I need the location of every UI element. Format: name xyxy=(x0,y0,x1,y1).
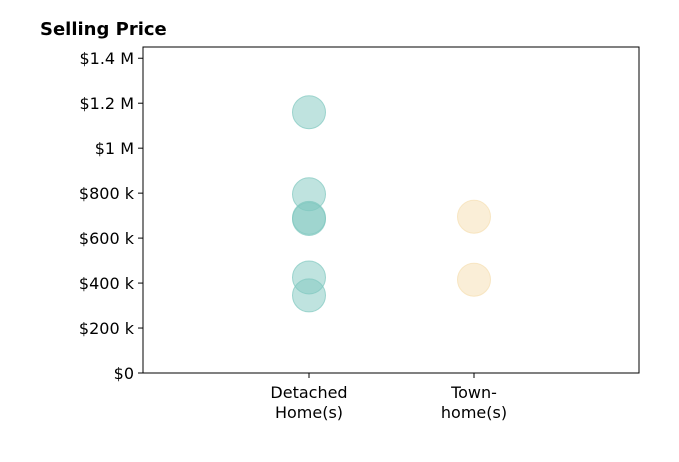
y-axis: $0 $200 k $400 k $600 k $800 k $1 M $1.2 M $1.4… xyxy=(79,49,143,383)
x-axis: Detached Home(s) Town-home(s) xyxy=(270,373,507,422)
data-point xyxy=(457,262,491,297)
y-tick-label: $1.2 M xyxy=(79,94,134,113)
y-tick-label: $1.4 M xyxy=(79,49,134,68)
plot-frame xyxy=(142,46,640,374)
y-tick-label: $600 k xyxy=(79,229,135,248)
y-tick-label: $1 M xyxy=(95,139,134,158)
data-point xyxy=(292,278,326,313)
y-tick-label: $0 xyxy=(114,364,134,383)
x-tick-label: Town-home(s) xyxy=(441,383,507,422)
data-points xyxy=(292,95,491,313)
chart-title: Selling Price xyxy=(40,19,167,40)
data-point xyxy=(457,199,491,234)
data-point xyxy=(292,95,326,130)
y-tick-label: $800 k xyxy=(79,184,135,203)
y-tick-label: $200 k xyxy=(79,319,135,338)
data-point xyxy=(292,201,326,236)
y-tick-label: $400 k xyxy=(79,274,135,293)
x-tick-label: Detached Home(s) xyxy=(270,383,347,422)
